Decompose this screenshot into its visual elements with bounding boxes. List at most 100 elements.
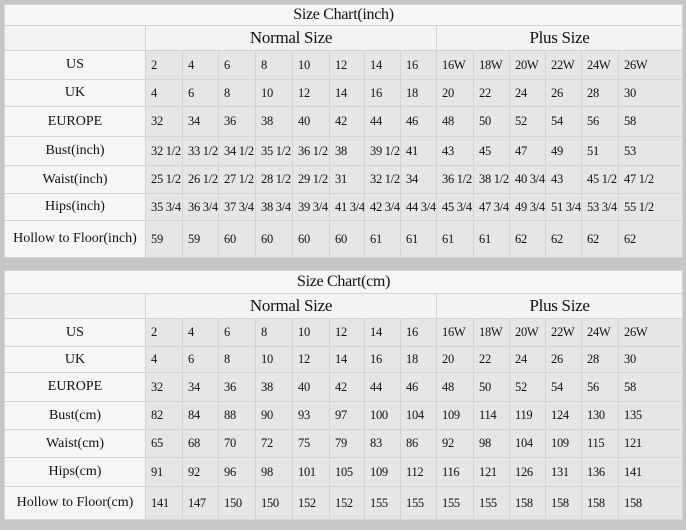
table-cell: 14 bbox=[329, 346, 365, 373]
table-cell: 31 bbox=[329, 165, 365, 194]
table-cell: 45 1/2 bbox=[581, 165, 619, 194]
table-cell: 46 bbox=[400, 372, 437, 402]
table-cell: 36 1/2 bbox=[436, 165, 474, 194]
table-cell: 59 bbox=[145, 220, 183, 258]
table-cell: 48 bbox=[436, 372, 474, 402]
corner-cell bbox=[4, 293, 146, 319]
group-plus-size: Plus Size bbox=[435, 293, 684, 319]
table-cell: 150 bbox=[218, 486, 256, 520]
table-cell: 112 bbox=[400, 457, 437, 487]
table-row: Hollow to Floor(cm) 141 147 150 150 152 152 155… bbox=[4, 486, 684, 520]
table-cell: 155 bbox=[436, 486, 474, 520]
table-cell: 38 1/2 bbox=[473, 165, 510, 194]
table-cell: 61 bbox=[364, 220, 401, 258]
table-cell: 10 bbox=[292, 318, 330, 347]
table-cell: 29 1/2 bbox=[292, 165, 330, 194]
table-cell: 60 bbox=[329, 220, 365, 258]
table-cell: 72 bbox=[255, 429, 293, 458]
table-cell: 14 bbox=[329, 79, 365, 107]
table-row: UK 4 6 8 10 12 14 16 18 20 22 24 26 28 30 bbox=[4, 346, 684, 373]
table-cell: 50 bbox=[473, 372, 510, 402]
table-cell: 45 bbox=[473, 136, 510, 166]
table-cell: 51 bbox=[581, 136, 619, 166]
table-cell: 44 bbox=[364, 106, 401, 137]
table-cell: 98 bbox=[473, 429, 510, 458]
table-row: Hollow to Floor(inch) 59 59 60 60 60 60 61 61 61 6… bbox=[4, 220, 684, 258]
table-cell: 38 bbox=[255, 372, 293, 402]
table-cell: 16 bbox=[364, 79, 401, 107]
table-cell: 155 bbox=[473, 486, 510, 520]
table-cell: 20W bbox=[509, 318, 546, 347]
table-cell: 30 bbox=[617, 79, 684, 107]
row-label: Bust(inch) bbox=[4, 136, 146, 166]
table-cell: 92 bbox=[182, 457, 219, 487]
table-cell: 150 bbox=[255, 486, 293, 520]
table-cell: 86 bbox=[400, 429, 437, 458]
title-row: Size Chart(cm) bbox=[3, 270, 684, 294]
table-cell: 115 bbox=[581, 429, 619, 458]
table-cell: 62 bbox=[545, 220, 582, 258]
table-cell: 38 bbox=[329, 136, 365, 166]
row-label: Hollow to Floor(inch) bbox=[4, 220, 146, 258]
table-row: Waist(cm) 65 68 70 72 75 79 83 86 92 98 104 109 115 12… bbox=[4, 429, 684, 458]
table-cell: 8 bbox=[218, 346, 256, 373]
table-cell: 4 bbox=[182, 318, 219, 347]
table-cell: 6 bbox=[218, 50, 256, 80]
table-cell: 18 bbox=[400, 346, 437, 373]
table-cell: 8 bbox=[255, 50, 293, 80]
table-cell: 147 bbox=[182, 486, 219, 520]
table-cell: 131 bbox=[545, 457, 582, 487]
table-cell: 41 3/4 bbox=[329, 193, 365, 221]
table-cell: 65 bbox=[145, 429, 183, 458]
table-cell: 62 bbox=[509, 220, 546, 258]
table-cell: 35 1/2 bbox=[255, 136, 293, 166]
table-cell: 101 bbox=[292, 457, 330, 487]
table-cell: 28 1/2 bbox=[255, 165, 293, 194]
group-normal-size: Normal Size bbox=[145, 293, 437, 319]
table-cell: 61 bbox=[436, 220, 474, 258]
table-cell: 152 bbox=[292, 486, 330, 520]
table-cell: 60 bbox=[218, 220, 256, 258]
table-cell: 56 bbox=[581, 106, 619, 137]
table-cell: 18W bbox=[473, 50, 510, 80]
table-cell: 46 bbox=[400, 106, 437, 137]
table-cell: 35 3/4 bbox=[145, 193, 183, 221]
table-cell: 155 bbox=[400, 486, 437, 520]
table-cell: 6 bbox=[218, 318, 256, 347]
table-cell: 12 bbox=[329, 318, 365, 347]
table-cell: 16W bbox=[436, 50, 474, 80]
table-cell: 34 bbox=[400, 165, 437, 194]
table-cell: 34 bbox=[182, 106, 219, 137]
table-cell: 32 1/2 bbox=[364, 165, 401, 194]
table-cell: 27 1/2 bbox=[218, 165, 256, 194]
table-cell: 38 3/4 bbox=[255, 193, 293, 221]
group-header-row: Normal Size Plus Size bbox=[4, 25, 684, 51]
table-cell: 37 3/4 bbox=[218, 193, 256, 221]
table-cell: 91 bbox=[145, 457, 183, 487]
table-cell: 42 bbox=[329, 106, 365, 137]
table-cell: 54 bbox=[545, 372, 582, 402]
row-label: UK bbox=[4, 79, 146, 107]
chart-title: Size Chart(cm) bbox=[3, 270, 684, 294]
table-cell: 47 bbox=[509, 136, 546, 166]
table-cell: 36 bbox=[218, 106, 256, 137]
table-cell: 152 bbox=[329, 486, 365, 520]
table-cell: 53 3/4 bbox=[581, 193, 619, 221]
table-cell: 109 bbox=[364, 457, 401, 487]
row-label: Waist(cm) bbox=[4, 429, 146, 458]
row-label: Hips(cm) bbox=[4, 457, 146, 487]
table-cell: 43 bbox=[545, 165, 582, 194]
table-cell: 24 bbox=[509, 79, 546, 107]
table-cell: 100 bbox=[364, 401, 401, 430]
table-cell: 20 bbox=[436, 79, 474, 107]
table-cell: 141 bbox=[617, 457, 684, 487]
table-cell: 40 3/4 bbox=[509, 165, 546, 194]
table-cell: 141 bbox=[145, 486, 183, 520]
table-cell: 109 bbox=[545, 429, 582, 458]
table-row: US 2 4 6 8 10 12 14 16 16W 18W 20W 22W 24W 26W bbox=[4, 318, 684, 347]
table-row: Waist(inch) 25 1/2 26 1/2 27 1/2 28 1/2 29 1/… bbox=[4, 165, 684, 194]
table-cell: 22W bbox=[545, 50, 582, 80]
table-cell: 70 bbox=[218, 429, 256, 458]
table-cell: 55 1/2 bbox=[617, 193, 684, 221]
table-cell: 79 bbox=[329, 429, 365, 458]
